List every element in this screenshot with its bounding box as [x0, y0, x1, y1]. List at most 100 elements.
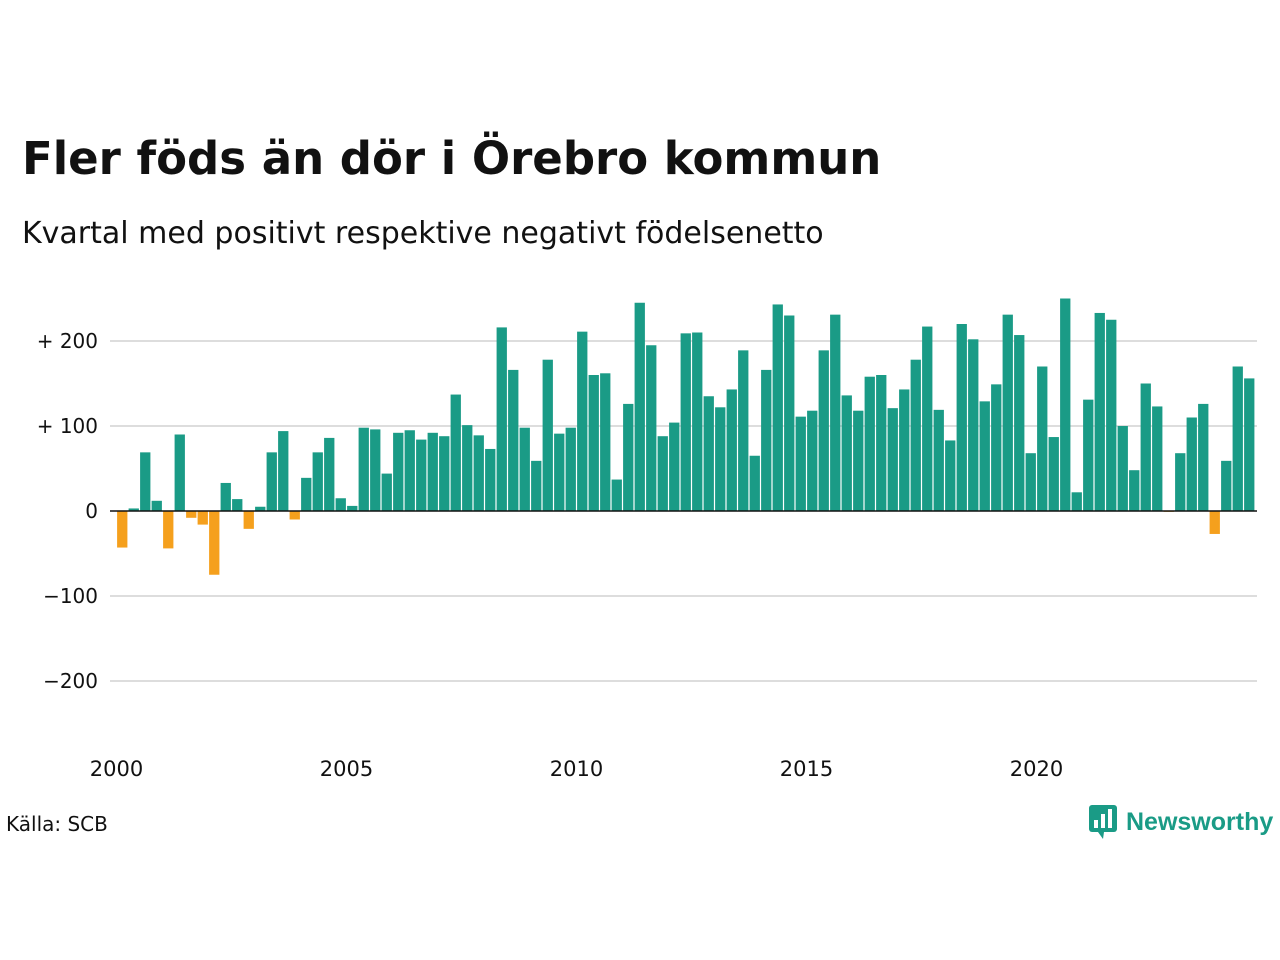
bar-2010-k2: [588, 375, 599, 511]
newsworthy-logo-icon: [1089, 805, 1117, 839]
source-note: Källa: SCB: [6, 812, 108, 836]
bar-2010-k4: [611, 479, 622, 511]
bar-2003-k2: [266, 452, 277, 511]
bar-2007-k2: [450, 394, 461, 511]
bar-2002-k4: [243, 511, 254, 529]
bar-2013-k3: [738, 350, 749, 511]
bar-2009-k4: [565, 427, 576, 511]
bar-2002-k1: [209, 511, 220, 575]
y-tick-label: + 200: [37, 329, 98, 353]
bar-2020-k4: [1071, 492, 1082, 511]
bar-2014-k1: [761, 369, 772, 511]
bar-2018-k4: [979, 401, 990, 511]
chart-subtitle: Kvartal med positivt respektive negativt…: [22, 216, 824, 251]
brand-name: Newsworthy: [1126, 807, 1274, 836]
bar-2006-k1: [393, 432, 404, 511]
bar-2022-k1: [1129, 470, 1140, 511]
bar-2023-k4: [1209, 511, 1220, 534]
bar-2019-k2: [1002, 314, 1013, 511]
bar-2014-k3: [784, 315, 795, 511]
bar-2006-k2: [404, 430, 415, 511]
bar-2005-k1: [347, 505, 358, 511]
bar-2023-k1: [1175, 453, 1186, 511]
bar-2021-k4: [1117, 426, 1128, 511]
bar-2000-k1: [117, 511, 128, 548]
bar-2001-k1: [163, 511, 174, 549]
bar-2006-k3: [416, 439, 427, 511]
bar-2007-k1: [439, 436, 450, 511]
bar-2015-k4: [841, 395, 852, 511]
bar-2010-k3: [600, 373, 611, 511]
bar-2019-k3: [1014, 335, 1025, 511]
bar-2005-k2: [358, 427, 369, 511]
bars: [117, 298, 1255, 575]
bar-2008-k1: [485, 448, 496, 511]
bar-2004-k2: [312, 452, 323, 511]
bar-2017-k1: [899, 389, 910, 511]
y-tick-label: −100: [43, 584, 98, 608]
bar-2004-k3: [324, 437, 335, 511]
bar-2015-k1: [807, 410, 818, 511]
bar-2014-k4: [795, 416, 806, 511]
x-tick-label: 2020: [1010, 757, 1063, 781]
bar-2012-k4: [703, 396, 714, 511]
bar-2006-k4: [427, 432, 438, 511]
x-tick-label: 2010: [550, 757, 603, 781]
bar-2020-k3: [1060, 298, 1071, 511]
bar-2008-k2: [496, 327, 507, 511]
bar-2000-k2: [128, 508, 139, 511]
bar-2021-k3: [1106, 319, 1117, 511]
bar-2015-k2: [818, 350, 829, 511]
bar-2001-k2: [174, 434, 185, 511]
bar-2000-k4: [151, 500, 162, 511]
bar-2012-k1: [669, 422, 680, 511]
bar-2001-k4: [197, 511, 208, 525]
bar-2004-k1: [301, 477, 312, 511]
bar-2024-k1: [1221, 460, 1232, 511]
x-tick-label: 2015: [780, 757, 833, 781]
bar-2024-k3: [1244, 378, 1255, 511]
bar-2020-k1: [1037, 366, 1048, 511]
y-tick-label: 0: [85, 499, 98, 523]
bar-2005-k3: [370, 429, 381, 511]
bar-2000-k3: [140, 452, 151, 511]
bar-2019-k4: [1025, 453, 1036, 511]
y-axis-ticks: + 200 + 100 0 −100 −200: [37, 329, 98, 693]
bar-2005-k4: [381, 473, 392, 511]
x-tick-label: 2005: [320, 757, 373, 781]
bar-2018-k1: [945, 440, 956, 511]
bar-2012-k2: [680, 333, 691, 511]
bar-2021-k1: [1083, 399, 1094, 511]
bar-2020-k2: [1048, 437, 1059, 511]
bar-2003-k1: [255, 506, 266, 511]
bar-2003-k4: [289, 511, 300, 520]
bar-2013-k2: [726, 389, 737, 511]
bar-2011-k4: [657, 436, 668, 511]
bar-2011-k2: [634, 302, 645, 511]
bar-2009-k1: [531, 460, 542, 511]
bar-2002-k3: [232, 499, 243, 511]
bar-2018-k2: [956, 324, 967, 511]
bar-2018-k3: [968, 339, 979, 511]
bar-2016-k4: [887, 408, 898, 511]
bar-2024-k2: [1232, 366, 1243, 511]
bar-2012-k3: [692, 332, 703, 511]
bar-2008-k3: [508, 369, 519, 511]
newsworthy-brand: Newsworthy: [1088, 804, 1273, 840]
bar-2013-k4: [749, 455, 760, 511]
bar-2023-k3: [1198, 403, 1209, 511]
bar-2016-k2: [864, 376, 875, 511]
bar-2007-k3: [462, 425, 473, 511]
bar-2023-k2: [1186, 417, 1197, 511]
bar-2010-k1: [577, 331, 588, 511]
y-tick-label: −200: [43, 669, 98, 693]
bar-2009-k2: [542, 359, 553, 511]
bar-2016-k1: [853, 410, 864, 511]
bar-2003-k3: [278, 431, 289, 511]
bar-2008-k4: [519, 427, 530, 511]
bar-2019-k1: [991, 384, 1002, 511]
bar-2014-k2: [772, 304, 783, 511]
bar-2002-k2: [220, 482, 231, 511]
chart-title: Fler föds än dör i Örebro kommun: [22, 132, 882, 185]
